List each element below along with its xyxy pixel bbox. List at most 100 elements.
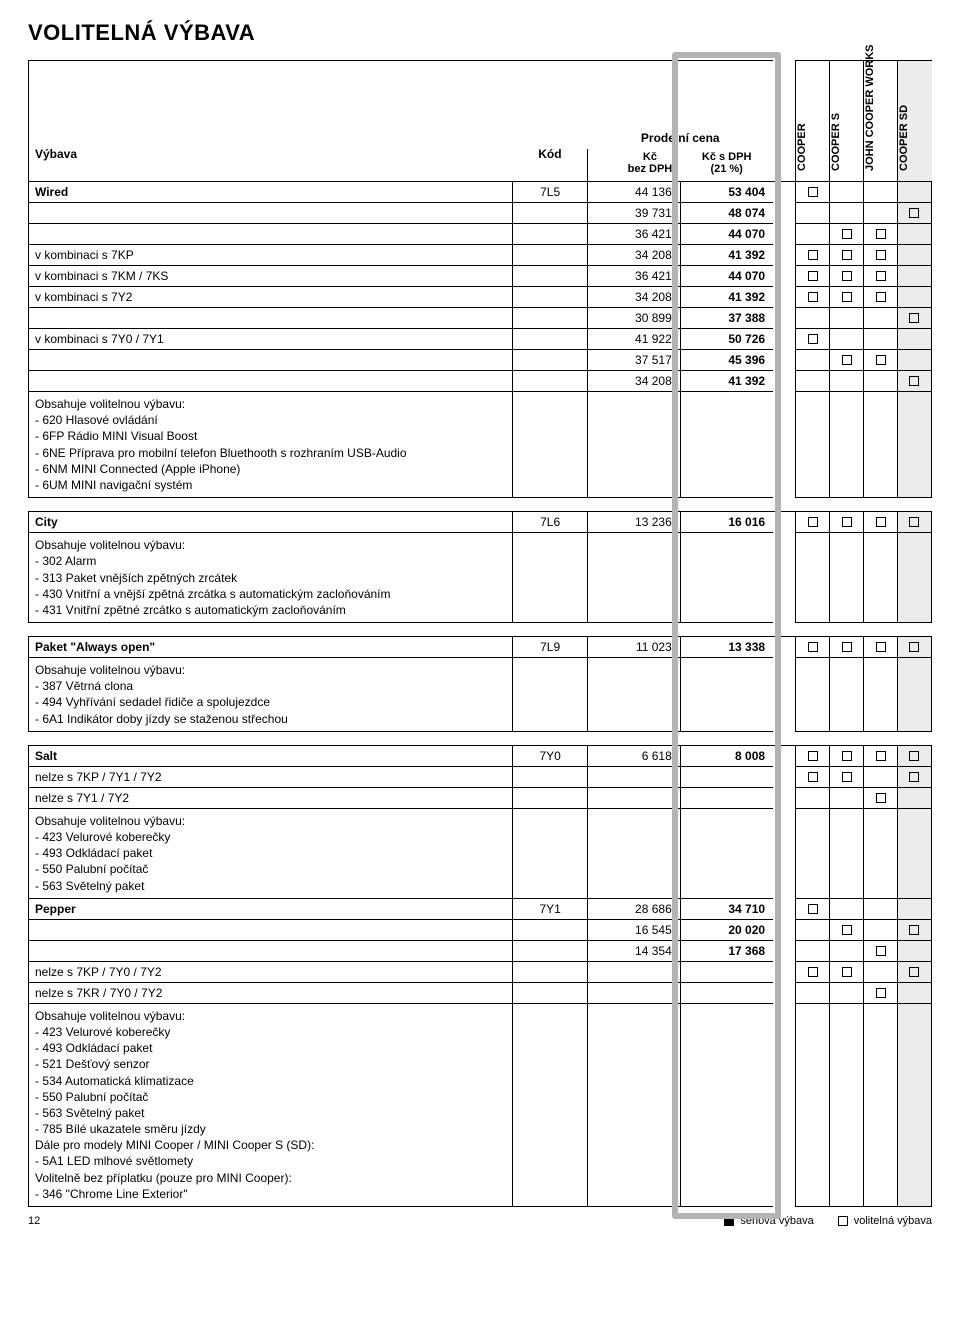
row-checkbox — [864, 371, 898, 392]
row-checkbox — [830, 266, 864, 287]
row-label: Obsahuje volitelnou výbavu: - 387 Větrná… — [29, 658, 513, 732]
row-checkbox — [796, 919, 830, 940]
row-label — [29, 350, 513, 371]
row-checkbox — [864, 182, 898, 203]
spacer — [773, 224, 796, 245]
row-checkbox — [864, 808, 898, 898]
spacer — [773, 245, 796, 266]
row-label: Wired — [29, 182, 513, 203]
row-checkbox — [897, 266, 931, 287]
row-checkbox — [864, 287, 898, 308]
row-checkbox — [830, 982, 864, 1003]
row-checkbox — [796, 224, 830, 245]
row-checkbox — [830, 898, 864, 919]
row-checkbox — [796, 533, 830, 623]
row-checkbox — [796, 898, 830, 919]
row-price-gross — [680, 766, 773, 787]
row-checkbox — [897, 350, 931, 371]
row-label: nelze s 7Y1 / 7Y2 — [29, 787, 513, 808]
spacer — [773, 745, 796, 766]
row-checkbox — [897, 392, 931, 498]
row-checkbox — [830, 533, 864, 623]
row-checkbox — [864, 512, 898, 533]
row-checkbox — [796, 787, 830, 808]
row-checkbox — [864, 898, 898, 919]
section-gap — [29, 731, 932, 745]
row-price-net: 28 686 — [587, 898, 680, 919]
row-checkbox — [897, 808, 931, 898]
row-checkbox — [796, 329, 830, 350]
row-checkbox — [897, 745, 931, 766]
spacer — [773, 533, 796, 623]
row-checkbox — [897, 308, 931, 329]
legend-serial: sériová výbava — [724, 1215, 813, 1227]
row-checkbox — [830, 308, 864, 329]
row-price-net: 13 236 — [587, 512, 680, 533]
row-label: Paket "Always open" — [29, 637, 513, 658]
row-kod — [513, 658, 588, 732]
row-checkbox — [897, 766, 931, 787]
spacer — [773, 898, 796, 919]
row-checkbox — [864, 940, 898, 961]
hdr-col-2: JOHN COOPER WORKS — [864, 67, 876, 177]
row-checkbox — [830, 287, 864, 308]
row-price-gross: 53 404 — [680, 182, 773, 203]
row-price-net: 14 354 — [587, 940, 680, 961]
row-price-net: 34 208 — [587, 245, 680, 266]
row-checkbox — [864, 982, 898, 1003]
table-wrap: Výbava Kód Prodejní cena COOPER COOPER S… — [28, 60, 932, 1207]
row-checkbox — [796, 766, 830, 787]
row-checkbox — [897, 919, 931, 940]
row-checkbox — [796, 961, 830, 982]
row-checkbox — [897, 329, 931, 350]
row-checkbox — [864, 533, 898, 623]
row-price-gross — [680, 808, 773, 898]
row-price-gross — [680, 392, 773, 498]
row-price-gross: 41 392 — [680, 245, 773, 266]
spacer — [773, 808, 796, 898]
row-checkbox — [796, 982, 830, 1003]
row-checkbox — [864, 266, 898, 287]
row-kod — [513, 808, 588, 898]
row-price-net: 16 545 — [587, 919, 680, 940]
row-label: Obsahuje volitelnou výbavu: - 302 Alarm … — [29, 533, 513, 623]
row-checkbox — [864, 766, 898, 787]
row-price-net — [587, 1003, 680, 1206]
row-label — [29, 308, 513, 329]
row-price-net: 39 731 — [587, 203, 680, 224]
row-kod — [513, 350, 588, 371]
row-checkbox — [897, 787, 931, 808]
row-price-gross: 48 074 — [680, 203, 773, 224]
row-checkbox — [830, 224, 864, 245]
row-checkbox — [796, 371, 830, 392]
row-checkbox — [796, 392, 830, 498]
row-price-net — [587, 961, 680, 982]
row-checkbox — [830, 245, 864, 266]
row-checkbox — [830, 766, 864, 787]
row-checkbox — [897, 658, 931, 732]
row-price-net: 11 023 — [587, 637, 680, 658]
row-checkbox — [864, 787, 898, 808]
row-checkbox — [830, 512, 864, 533]
row-price-gross: 45 396 — [680, 350, 773, 371]
row-price-gross: 37 388 — [680, 308, 773, 329]
row-label: v kombinaci s 7Y2 — [29, 287, 513, 308]
row-price-gross: 17 368 — [680, 940, 773, 961]
row-label: nelze s 7KP / 7Y0 / 7Y2 — [29, 961, 513, 982]
row-price-gross — [680, 787, 773, 808]
hdr-kc-s: Kč s DPH (21 %) — [680, 149, 773, 182]
row-price-net — [587, 392, 680, 498]
row-kod — [513, 329, 588, 350]
row-checkbox — [864, 329, 898, 350]
row-checkbox — [830, 637, 864, 658]
legend: sériová výbava volitelná výbava — [724, 1215, 932, 1227]
row-price-net: 34 208 — [587, 371, 680, 392]
row-kod — [513, 203, 588, 224]
hdr-kc-bez: Kč bez DPH — [587, 149, 680, 182]
row-checkbox — [796, 512, 830, 533]
row-price-gross — [680, 533, 773, 623]
spacer — [773, 919, 796, 940]
row-checkbox — [830, 350, 864, 371]
row-checkbox — [864, 203, 898, 224]
row-checkbox — [830, 919, 864, 940]
